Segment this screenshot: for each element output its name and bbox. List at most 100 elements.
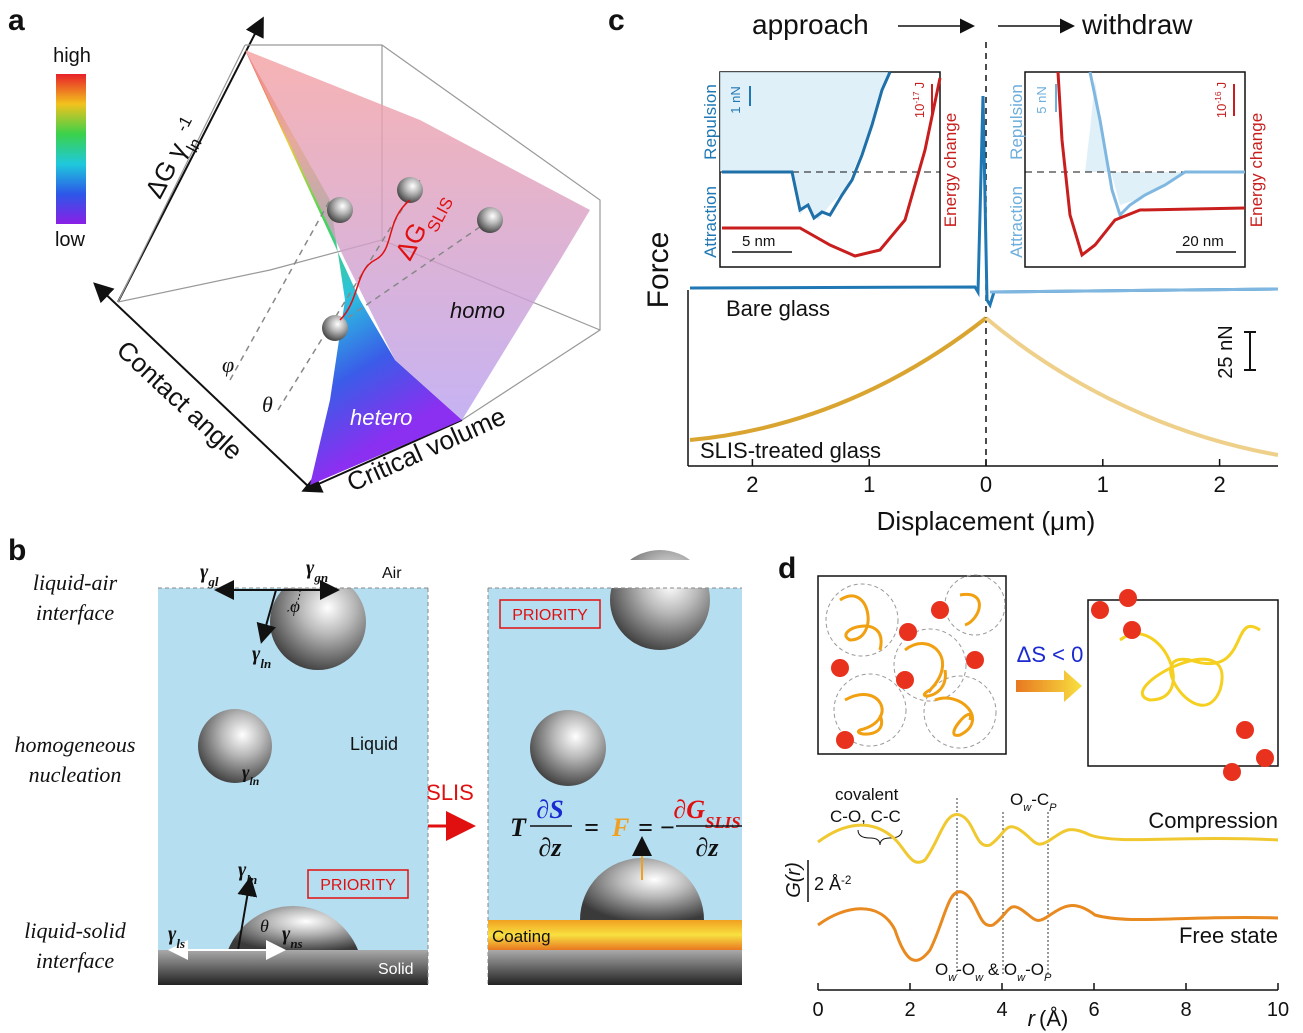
label: = − xyxy=(638,813,675,842)
shape xyxy=(1236,721,1254,739)
label: interface xyxy=(36,948,114,973)
x-tick-label: 6 xyxy=(1088,999,1099,1021)
shape xyxy=(990,289,1278,292)
figure: a high low ΔGSLIS homo hetero φ θ ΔG γln… xyxy=(0,0,1303,1033)
label: -O xyxy=(956,960,975,979)
label: PRIORITY xyxy=(512,607,588,624)
label: -1 xyxy=(172,113,196,135)
label: Displacement (μm) xyxy=(877,506,1096,536)
label: 1 nN xyxy=(728,86,743,113)
x-tick-label: 8 xyxy=(1180,999,1191,1021)
label: θ xyxy=(260,916,269,936)
label: Repulsion xyxy=(1007,84,1026,160)
label: PRIORITY xyxy=(320,877,396,894)
label: Free state xyxy=(1179,923,1278,948)
label: F xyxy=(611,813,629,842)
label: O xyxy=(935,960,948,979)
ow-ow: Ow-Ow & Ow-OP xyxy=(935,960,1052,984)
panel-a: a high low ΔGSLIS homo hetero φ θ ΔG γln… xyxy=(8,4,600,497)
label: covalent xyxy=(835,785,899,804)
label: P xyxy=(1049,802,1057,814)
shape xyxy=(1123,621,1141,639)
label: Bare glass xyxy=(726,296,830,321)
label: ln xyxy=(246,872,257,887)
label: homogeneous xyxy=(15,732,136,757)
label: d xyxy=(778,552,796,585)
label: G(r) xyxy=(783,862,805,898)
z-axis-label: ΔG γln-1 xyxy=(138,113,212,207)
label: r xyxy=(1028,1006,1037,1031)
label: ln xyxy=(250,775,260,788)
shape xyxy=(530,710,606,786)
label: ln xyxy=(260,656,271,671)
inset: 5 nm Attraction Repulsion Energy change … xyxy=(701,72,960,267)
label: withdraw xyxy=(1081,9,1193,40)
ow-cp: Ow-CP xyxy=(1010,790,1057,814)
label: SLIS xyxy=(426,780,474,805)
label: θ xyxy=(262,392,273,417)
label: J xyxy=(1214,82,1229,89)
label: nucleation xyxy=(29,762,122,787)
shape xyxy=(1119,589,1137,607)
label: Air xyxy=(382,565,402,582)
label: low xyxy=(55,229,86,251)
label: P xyxy=(1044,972,1052,984)
label: high xyxy=(53,45,91,67)
label: T xyxy=(510,813,527,842)
label: Coating xyxy=(492,927,551,946)
shape xyxy=(831,659,849,677)
shape xyxy=(1088,600,1278,766)
label: C-O, C-C xyxy=(830,807,901,826)
x-tick-label: 2 xyxy=(746,472,758,497)
shape xyxy=(488,560,742,588)
g-scale: 2 Å-2 xyxy=(814,874,851,895)
label: ∂z xyxy=(539,833,563,862)
label: (Å) xyxy=(1039,1006,1068,1031)
label: 10 xyxy=(912,104,927,118)
shape xyxy=(488,950,742,985)
shape xyxy=(96,285,310,488)
shape xyxy=(477,207,503,233)
label: Solid xyxy=(378,961,414,978)
x-tick-label: 2 xyxy=(904,999,915,1021)
label: φ xyxy=(222,352,234,377)
label: -2 xyxy=(841,874,851,887)
label: Energy change xyxy=(941,113,960,227)
colorbar xyxy=(56,74,86,224)
x-tick-label: 2 xyxy=(1213,472,1225,497)
label: ∂S xyxy=(536,795,563,824)
shape xyxy=(931,601,949,619)
label: homo xyxy=(450,298,505,323)
label: gn xyxy=(313,570,328,585)
label: -16 xyxy=(1213,91,1223,104)
label: Force xyxy=(642,232,675,309)
shape xyxy=(1256,749,1274,767)
label: SLIS-treated glass xyxy=(700,438,881,463)
label: 20 nm xyxy=(1182,233,1224,250)
shape xyxy=(397,177,423,203)
shape xyxy=(896,671,914,689)
label: ∂G xyxy=(673,795,705,824)
label: Compression xyxy=(1148,808,1278,833)
label: -C xyxy=(1031,790,1049,809)
label: Energy change xyxy=(1247,113,1266,227)
label: b xyxy=(8,534,26,567)
x-tick-label: 0 xyxy=(980,472,992,497)
shape xyxy=(322,315,348,341)
label: -O xyxy=(1025,960,1044,979)
label: 2 Å xyxy=(814,874,841,894)
shape xyxy=(858,830,902,845)
label: -17 xyxy=(911,91,921,104)
label: J xyxy=(912,82,927,89)
shape xyxy=(690,318,986,440)
label: 5 nN xyxy=(1034,86,1049,113)
shape xyxy=(230,200,330,380)
label: approach xyxy=(752,9,869,40)
shape xyxy=(836,731,854,749)
x-axis-label: r(Å) xyxy=(1028,1006,1069,1031)
panel-d: d ΔS < 0 covalent C-O, C-C Ow-CP Compres… xyxy=(778,552,1289,1031)
label: O xyxy=(1010,790,1023,809)
x-tick-label: 10 xyxy=(1267,999,1289,1021)
panel-c: c approach withdraw Force Bare glass SLI… xyxy=(608,4,1278,536)
x-tick-label: 1 xyxy=(1097,472,1109,497)
